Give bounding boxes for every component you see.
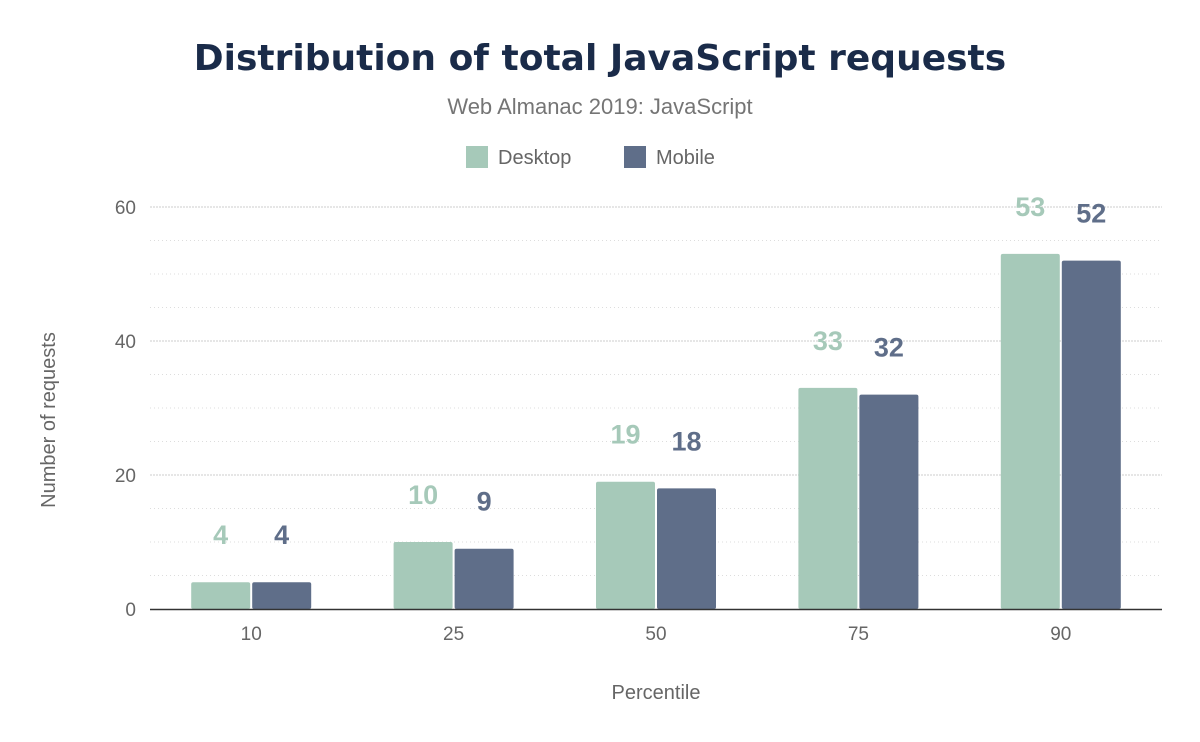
data-label: 32 [874, 333, 904, 363]
bar-mobile-10 [252, 582, 312, 609]
data-label: 19 [610, 420, 640, 450]
bar-desktop-10 [191, 582, 251, 609]
legend-label: Desktop [498, 147, 571, 169]
bar-mobile-90 [1061, 260, 1121, 609]
legend-label: Mobile [656, 147, 715, 169]
bar-mobile-50 [657, 488, 716, 609]
chart-subtitle: Web Almanac 2019: JavaScript [447, 94, 752, 119]
bar-mobile-75 [859, 394, 919, 609]
legend-swatch [466, 146, 488, 168]
chart-title: Distribution of total JavaScript request… [194, 38, 1006, 79]
x-tick-label: 50 [645, 624, 666, 645]
y-tick-label: 40 [115, 332, 136, 353]
bar-desktop-25 [393, 542, 453, 609]
legend-item-mobile[interactable]: Mobile [624, 146, 715, 169]
bar-desktop-50 [596, 481, 655, 609]
data-label: 53 [1015, 192, 1045, 222]
y-tick-label: 60 [115, 198, 136, 219]
legend-item-desktop[interactable]: Desktop [466, 146, 571, 169]
data-label: 10 [408, 480, 438, 510]
data-label: 9 [477, 487, 492, 517]
x-tick-label: 75 [848, 624, 869, 645]
y-axis-ticks: 0 20 40 60 [115, 198, 136, 621]
x-tick-label: 10 [241, 624, 262, 645]
data-label: 4 [274, 520, 289, 550]
gridlines [150, 206, 1162, 576]
bar-desktop-75 [798, 387, 858, 609]
data-label: 18 [671, 426, 701, 456]
x-tick-label: 90 [1050, 624, 1071, 645]
bar-mobile-25 [454, 548, 514, 609]
data-label: 33 [813, 326, 843, 356]
legend: Desktop Mobile [466, 146, 715, 169]
bars: 4 4 10 9 19 18 33 32 53 52 [191, 192, 1121, 609]
y-axis-label: Number of requests [38, 332, 60, 508]
x-axis-label: Percentile [612, 682, 701, 704]
y-tick-label: 20 [115, 466, 136, 487]
x-tick-label: 25 [443, 624, 464, 645]
legend-swatch [624, 146, 646, 168]
data-label: 52 [1076, 199, 1106, 229]
bar-desktop-90 [1000, 253, 1060, 609]
x-axis-ticks: 10 25 50 75 90 [241, 624, 1072, 645]
y-tick-label: 0 [125, 600, 136, 621]
data-label: 4 [213, 520, 228, 550]
